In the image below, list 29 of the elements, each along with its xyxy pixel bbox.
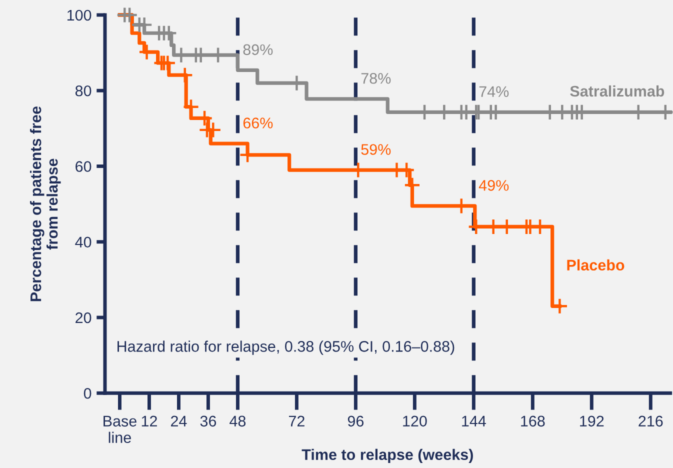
annotation: 49% (478, 180, 509, 191)
y-tick-label: 20 (76, 312, 92, 324)
annotation: 74% (479, 86, 509, 97)
annotation: 59% (361, 144, 391, 155)
x-tick-label: 24 (171, 416, 187, 426)
x-tick-label: 36 (200, 416, 216, 427)
x-tick-label: 48 (230, 416, 246, 427)
series-label: Placebo (567, 259, 624, 271)
x-tick-label: 72 (288, 416, 304, 426)
x-tick-label: 192 (580, 416, 604, 427)
x-tick-label: 96 (348, 416, 364, 427)
x-tick-label: 144 (462, 416, 486, 426)
annotation: 89% (243, 44, 273, 56)
y-tick-label: 100 (67, 10, 92, 21)
x-tick-label: Base line (104, 416, 136, 444)
y-tick-label: 0 (84, 388, 92, 399)
annotation: 66% (243, 118, 273, 128)
annotation: Hazard ratio for relapse, 0.38 (95% CI, 0.16–0.88) (118, 340, 454, 355)
x-tick-label: 216 (638, 416, 663, 427)
x-axis-title: Time to relapse (weeks) (302, 448, 473, 464)
y-tick-label: 60 (76, 161, 92, 172)
x-tick-label: 168 (521, 416, 545, 427)
x-tick-label: 12 (142, 416, 157, 426)
x-tick-label: 120 (403, 416, 427, 427)
y-tick-label: 80 (75, 85, 92, 96)
annotation: 78% (361, 72, 391, 84)
series-label: Satralizumab (570, 85, 664, 97)
y-axis-title: Percentage of patients free from relapse (30, 106, 61, 302)
y-tick-label: 40 (75, 236, 92, 248)
